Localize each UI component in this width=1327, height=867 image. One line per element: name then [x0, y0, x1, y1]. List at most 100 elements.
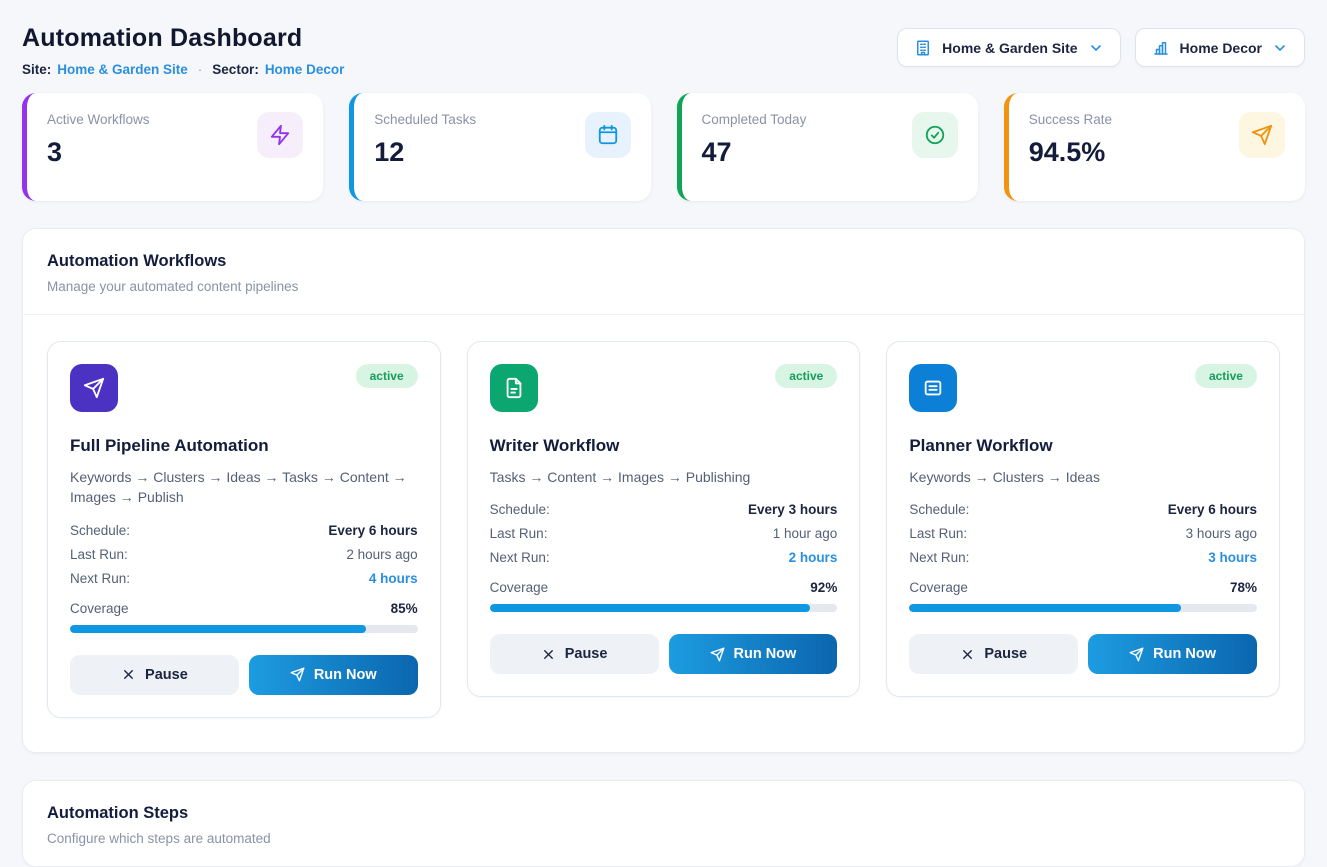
next-run-label: Next Run:	[489, 550, 550, 566]
workflow-card-writer: active Writer Workflow Tasks → Content →…	[466, 341, 861, 698]
progress-track	[489, 604, 838, 613]
coverage-block: Coverage 85%	[70, 601, 418, 633]
pause-button[interactable]: Pause	[489, 634, 659, 675]
next-run-row: Next Run: 4 hours	[70, 571, 418, 586]
next-run-label: Next Run:	[909, 550, 970, 566]
page-title: Automation Dashboard	[22, 24, 303, 52]
coverage-label: Coverage	[70, 600, 129, 616]
workflow-actions: Pause Run Now	[70, 654, 418, 695]
pause-button-label: Pause	[984, 646, 1028, 663]
workflows-panel: Automation Workflows Manage your automat…	[22, 228, 1305, 753]
workflows-subtitle: Manage your automated content pipelines	[47, 279, 299, 294]
schedule-value: Every 6 hours	[1167, 502, 1257, 518]
workflows-panel-header: Automation Workflows Manage your automat…	[23, 229, 1304, 315]
send-icon	[1129, 647, 1144, 662]
send-icon	[70, 364, 118, 412]
site-selector-dropdown[interactable]: Home & Garden Site	[897, 28, 1121, 67]
steps-title: Automation Steps	[47, 803, 189, 822]
header-actions: Home & Garden Site Home Decor	[897, 28, 1305, 67]
next-run-row: Next Run: 2 hours	[490, 550, 838, 565]
coverage-label: Coverage	[489, 580, 549, 596]
next-run-value: 4 hours	[368, 570, 418, 586]
separator-dot: ·	[197, 62, 203, 77]
workflow-grid: active Full Pipeline Automation Keywords…	[47, 341, 1280, 718]
pause-button-label: Pause	[145, 666, 188, 683]
last-run-row: Last Run: 3 hours ago	[909, 526, 1257, 541]
run-now-button[interactable]: Run Now	[1088, 634, 1257, 675]
schedule-row: Schedule: Every 6 hours	[909, 502, 1257, 517]
document-icon	[489, 364, 538, 412]
pause-button[interactable]: Pause	[909, 634, 1079, 675]
status-badge: active	[775, 364, 838, 388]
last-run-label: Last Run:	[909, 526, 968, 542]
stat-label: Active Workflows	[47, 112, 150, 127]
calendar-icon	[584, 112, 631, 158]
stat-card-active-workflows: Active Workflows 3	[22, 93, 324, 201]
coverage-value: 92%	[810, 580, 838, 596]
run-now-button-label: Run Now	[313, 666, 377, 683]
site-label: Site:	[22, 62, 52, 77]
stat-value: 47	[701, 137, 732, 167]
coverage-row: Coverage 85%	[70, 601, 418, 616]
workflow-card-top: active	[489, 364, 838, 412]
schedule-row: Schedule: Every 6 hours	[70, 523, 418, 538]
next-run-row: Next Run: 3 hours	[909, 550, 1257, 565]
stats-row: Active Workflows 3 Scheduled Tasks 12 Co…	[22, 93, 1305, 201]
coverage-row: Coverage 92%	[490, 580, 838, 595]
workflow-pipeline: Keywords → Clusters → Ideas	[909, 469, 1100, 485]
workflow-card-full-pipeline: active Full Pipeline Automation Keywords…	[47, 341, 441, 718]
last-run-value: 3 hours ago	[1185, 526, 1257, 542]
stat-text: Success Rate 94.5%	[1029, 112, 1112, 168]
schedule-value: Every 6 hours	[328, 522, 418, 538]
schedule-label: Schedule:	[489, 502, 550, 518]
workflow-card-top: active	[70, 364, 418, 412]
next-run-label: Next Run:	[70, 570, 131, 586]
stat-text: Scheduled Tasks 12	[374, 112, 476, 168]
stat-value: 3	[47, 137, 63, 167]
schedule-value: Every 3 hours	[748, 502, 838, 518]
stat-value: 94.5%	[1028, 137, 1106, 167]
stat-text: Completed Today 47	[702, 112, 807, 168]
stat-card-scheduled-tasks: Scheduled Tasks 12	[349, 93, 651, 201]
progress-track	[909, 604, 1257, 613]
send-icon	[710, 647, 725, 662]
last-run-label: Last Run:	[489, 526, 548, 542]
building-icon	[914, 39, 932, 57]
run-now-button-label: Run Now	[1153, 646, 1216, 663]
close-icon	[541, 647, 556, 662]
stat-card-success-rate: Success Rate 94.5%	[1003, 93, 1305, 201]
check-circle-icon	[911, 112, 958, 158]
pause-button[interactable]: Pause	[70, 654, 239, 695]
next-run-value: 2 hours	[788, 550, 838, 566]
stat-card-completed-today: Completed Today 47	[676, 93, 978, 201]
workflow-meta: Schedule: Every 6 hours Last Run: 2 hour…	[70, 523, 418, 586]
list-icon	[909, 364, 958, 412]
lightning-icon	[257, 112, 304, 158]
steps-subtitle: Configure which steps are automated	[47, 830, 271, 846]
bar-chart-icon	[1152, 39, 1170, 57]
progress-fill	[909, 604, 1181, 613]
sector-label: Sector:	[212, 62, 259, 77]
last-run-row: Last Run: 1 hour ago	[490, 526, 838, 541]
workflow-pipeline: Tasks → Content → Images → Publishing	[489, 469, 751, 485]
progress-fill	[70, 624, 366, 633]
close-icon	[960, 647, 975, 662]
run-now-button[interactable]: Run Now	[248, 654, 418, 695]
run-now-button[interactable]: Run Now	[668, 634, 838, 675]
site-selector-label: Home & Garden Site	[942, 39, 1078, 56]
status-badge: active	[355, 364, 418, 388]
sector-selector-dropdown[interactable]: Home Decor	[1134, 28, 1305, 67]
workflow-name: Planner Workflow	[909, 436, 1053, 455]
workflow-actions: Pause Run Now	[909, 634, 1257, 675]
chevron-down-icon	[1088, 40, 1104, 56]
sector-link[interactable]: Home Decor	[264, 62, 345, 77]
site-link[interactable]: Home & Garden Site	[57, 62, 188, 77]
last-run-label: Last Run:	[70, 546, 128, 562]
last-run-value: 2 hours ago	[346, 546, 418, 562]
schedule-label: Schedule:	[70, 522, 131, 538]
steps-panel-header: Automation Steps Configure which steps a…	[23, 781, 1304, 866]
send-icon	[1239, 112, 1285, 158]
breadcrumb: Site: Home & Garden Site · Sector: Home …	[22, 62, 344, 77]
stat-label: Scheduled Tasks	[374, 112, 477, 127]
